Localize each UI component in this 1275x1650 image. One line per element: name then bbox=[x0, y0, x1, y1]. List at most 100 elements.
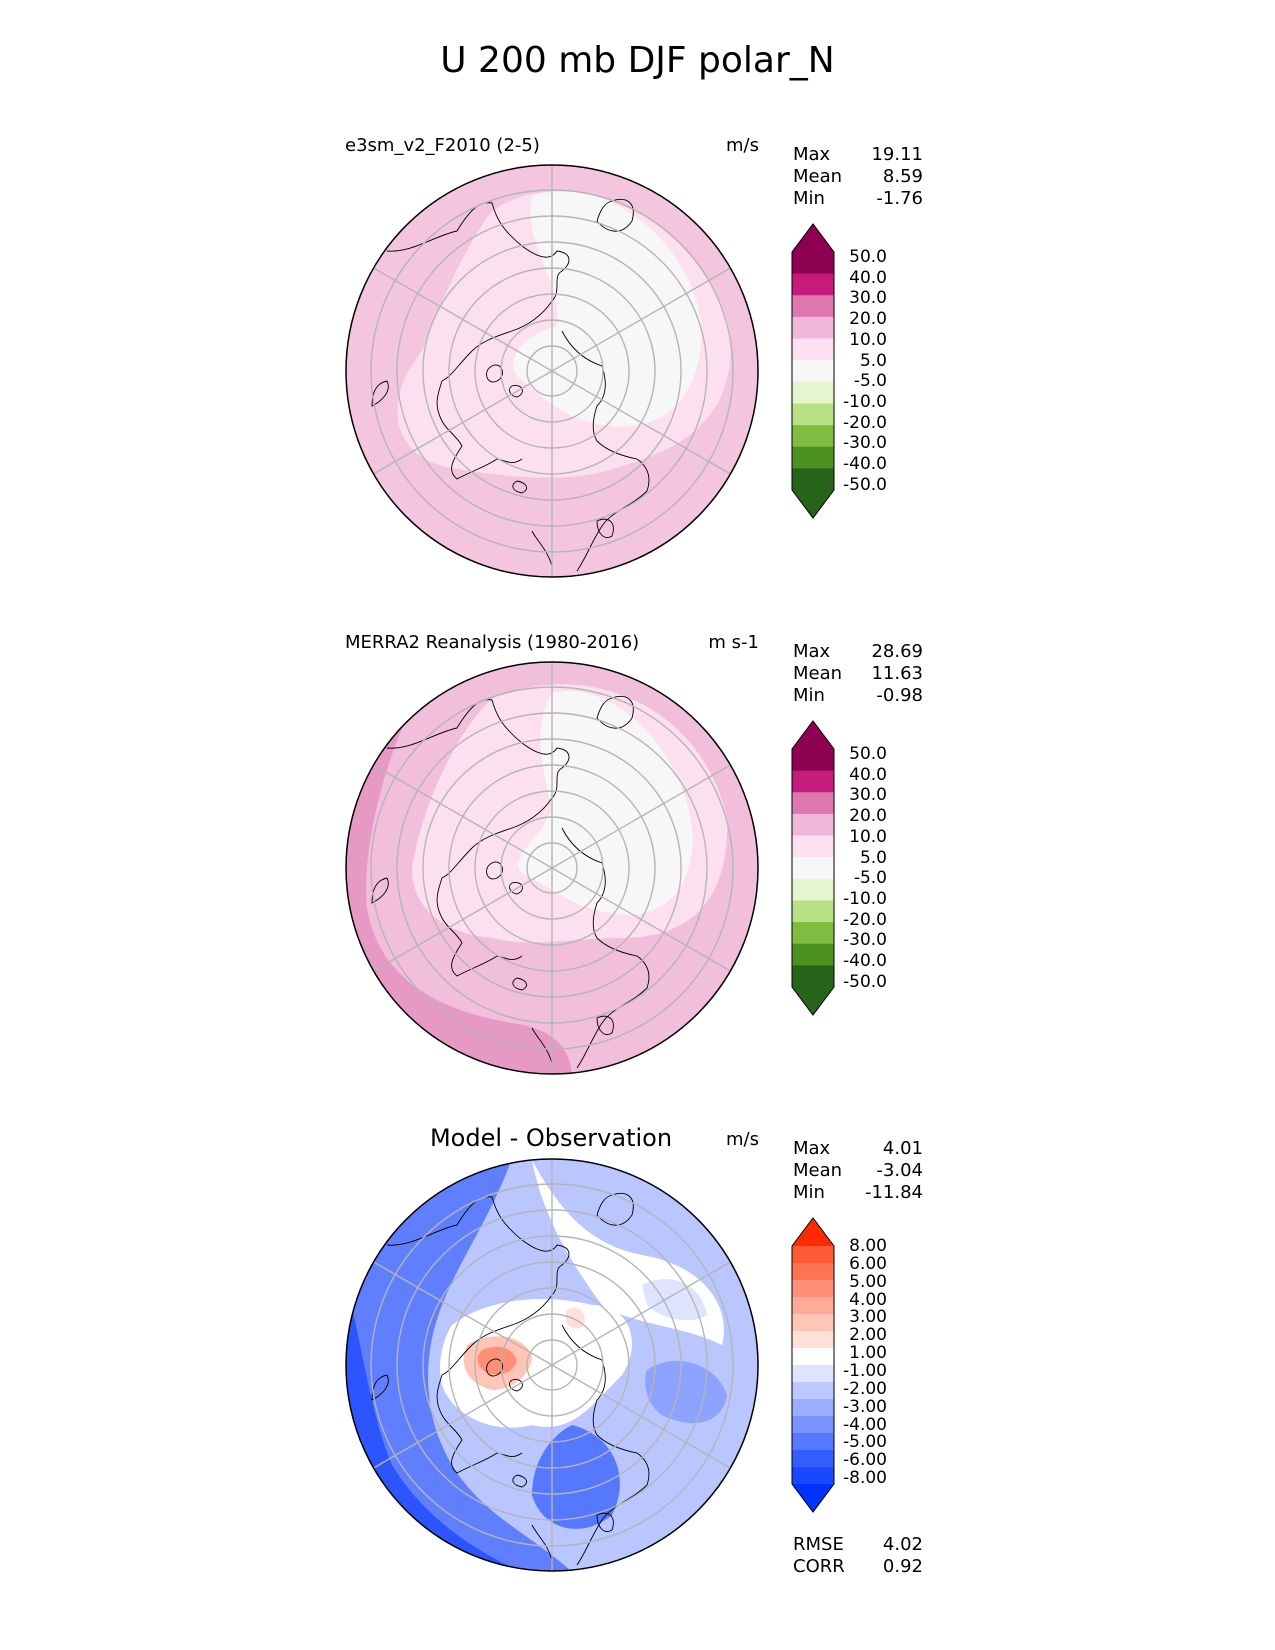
colorbar-swatch bbox=[792, 1280, 834, 1298]
colorbar-swatch bbox=[792, 1382, 834, 1400]
colorbar-tick-label: 5.00 bbox=[849, 1271, 887, 1292]
metric-value: 0.92 bbox=[882, 1556, 923, 1577]
colorbar-tick-label: -8.00 bbox=[843, 1468, 887, 1489]
stat-value: -1.76 bbox=[876, 188, 923, 209]
colorbar-tick-label: 3.00 bbox=[849, 1307, 887, 1328]
colorbar-tick-label: 6.00 bbox=[849, 1253, 887, 1274]
colorbar-tick-label: -30.0 bbox=[843, 930, 887, 951]
stat-value: 8.59 bbox=[882, 166, 923, 187]
colorbar-swatch bbox=[792, 252, 834, 275]
colorbar-tick-label: 40.0 bbox=[849, 764, 887, 785]
colorbar-swatch bbox=[792, 857, 834, 880]
stat-label: Max bbox=[793, 1138, 831, 1159]
model-polar-map bbox=[345, 164, 759, 578]
colorbar-tick-label: 30.0 bbox=[849, 288, 887, 309]
colorbar-tick-label: 10.0 bbox=[849, 329, 887, 350]
colorbar-over-extension bbox=[792, 224, 834, 252]
colorbar-swatch bbox=[792, 813, 834, 837]
colorbar-swatch bbox=[792, 316, 834, 340]
stat-value: 19.11 bbox=[871, 144, 923, 165]
colorbar-swatch bbox=[792, 1467, 834, 1485]
colorbar-swatches bbox=[791, 720, 835, 1016]
metric-value: 4.02 bbox=[882, 1534, 923, 1555]
colorbar-tick-label: 50.0 bbox=[849, 247, 887, 267]
colorbar-swatch bbox=[792, 273, 834, 296]
stat-label: Min bbox=[793, 1182, 825, 1203]
map-boundary bbox=[345, 661, 759, 1075]
obs-title: MERRA2 Reanalysis (1980-2016) bbox=[345, 632, 640, 653]
colorbar-swatch bbox=[792, 922, 834, 945]
colorbar-tick-label: -40.0 bbox=[843, 454, 887, 474]
model-panel: e3sm_v2_F2010 (2-5) m/s Max 19.11 Mean 8.5… bbox=[0, 130, 1275, 600]
colorbar-tick-label: 30.0 bbox=[849, 785, 887, 806]
colorbar-under-extension bbox=[792, 490, 834, 518]
graticule bbox=[370, 1159, 734, 1571]
obs-stats: Max 28.69 Mean 11.63 Min -0.98 bbox=[793, 641, 923, 707]
colorbar-tick-label: -10.0 bbox=[843, 391, 887, 412]
graticule bbox=[370, 165, 734, 577]
colorbar-swatch bbox=[792, 468, 834, 491]
colorbar-swatch bbox=[792, 878, 834, 901]
colorbar-tick-label: -30.0 bbox=[843, 433, 887, 454]
colorbar-tick-label: -20.0 bbox=[843, 909, 887, 930]
colorbar-swatch bbox=[792, 360, 834, 383]
metric-label: CORR bbox=[793, 1556, 845, 1577]
colorbar-swatch bbox=[792, 1246, 834, 1264]
colorbar-outline bbox=[791, 1217, 835, 1513]
colorbar-swatch bbox=[792, 965, 834, 988]
diff-panel: Model - Observation m/s Max 4.01 Mean -3.0… bbox=[0, 1124, 1275, 1594]
colorbar-swatch bbox=[792, 403, 834, 426]
stat-label: Mean bbox=[793, 1160, 843, 1181]
colorbar-swatch bbox=[792, 1365, 834, 1383]
colorbar-swatch bbox=[792, 900, 834, 923]
colorbar-tick-label: 5.0 bbox=[859, 847, 887, 868]
stat-label: Mean bbox=[793, 166, 843, 187]
stat-value: -3.04 bbox=[876, 1160, 923, 1181]
model-stats: Max 19.11 Mean 8.59 Min -1.76 bbox=[793, 144, 923, 210]
obs-units: m s-1 bbox=[708, 632, 759, 653]
colorbar-swatch bbox=[792, 1331, 834, 1349]
colorbar-swatch bbox=[792, 1433, 834, 1451]
stat-label: Min bbox=[793, 685, 825, 706]
diff-metrics: RMSE 4.02 CORR 0.92 bbox=[793, 1534, 923, 1578]
colorbar-tick-label: -5.0 bbox=[853, 371, 887, 392]
colorbar-tick-label: 1.00 bbox=[849, 1343, 887, 1364]
model-units: m/s bbox=[726, 135, 759, 156]
colorbar-tick-label: 10.0 bbox=[849, 826, 887, 847]
colorbar-under-extension bbox=[792, 987, 834, 1015]
colorbar-swatch bbox=[792, 749, 834, 772]
stat-value: 28.69 bbox=[871, 641, 923, 662]
colorbar-swatch bbox=[792, 1450, 834, 1468]
model-title: e3sm_v2_F2010 (2-5) bbox=[345, 135, 540, 156]
metric-label: RMSE bbox=[793, 1534, 844, 1555]
map-boundary bbox=[345, 1158, 759, 1572]
colorbar-tick-label: -20.0 bbox=[843, 412, 887, 433]
colorbar-swatch bbox=[792, 446, 834, 469]
figure-title: U 200 mb DJF polar_N bbox=[440, 40, 835, 81]
colorbar-swatches bbox=[791, 1217, 835, 1513]
colorbar-swatch bbox=[792, 425, 834, 448]
colorbar-tick-label: 8.00 bbox=[849, 1236, 887, 1256]
colorbar-tick-label: -50.0 bbox=[843, 474, 887, 495]
colorbar-swatch bbox=[792, 792, 834, 815]
colorbar-swatch bbox=[792, 338, 834, 361]
diff-polar-map bbox=[345, 1158, 759, 1572]
colorbar-tick-label: 40.0 bbox=[849, 267, 887, 288]
stat-label: Max bbox=[793, 144, 831, 165]
diff-units: m/s bbox=[726, 1129, 759, 1150]
colorbar-tick-label: 4.00 bbox=[849, 1289, 887, 1310]
colorbar-swatch bbox=[792, 1348, 834, 1366]
colorbar-over-extension bbox=[792, 1218, 834, 1246]
colorbar-tick-label: -1.00 bbox=[843, 1361, 887, 1381]
colorbar-tick-label: 20.0 bbox=[849, 309, 887, 330]
colorbar-tick-label: 2.00 bbox=[849, 1325, 887, 1346]
colorbar-swatch bbox=[792, 835, 834, 858]
colorbar-swatch bbox=[792, 1297, 834, 1315]
diff-title: Model - Observation bbox=[429, 1124, 673, 1152]
colorbar-swatch bbox=[792, 1416, 834, 1434]
colorbar-swatch bbox=[792, 943, 834, 966]
colorbar-over-extension bbox=[792, 721, 834, 749]
colorbar-tick-label: -6.00 bbox=[843, 1450, 887, 1471]
graticule bbox=[370, 662, 734, 1074]
colorbar-tick-label: -40.0 bbox=[843, 951, 887, 971]
